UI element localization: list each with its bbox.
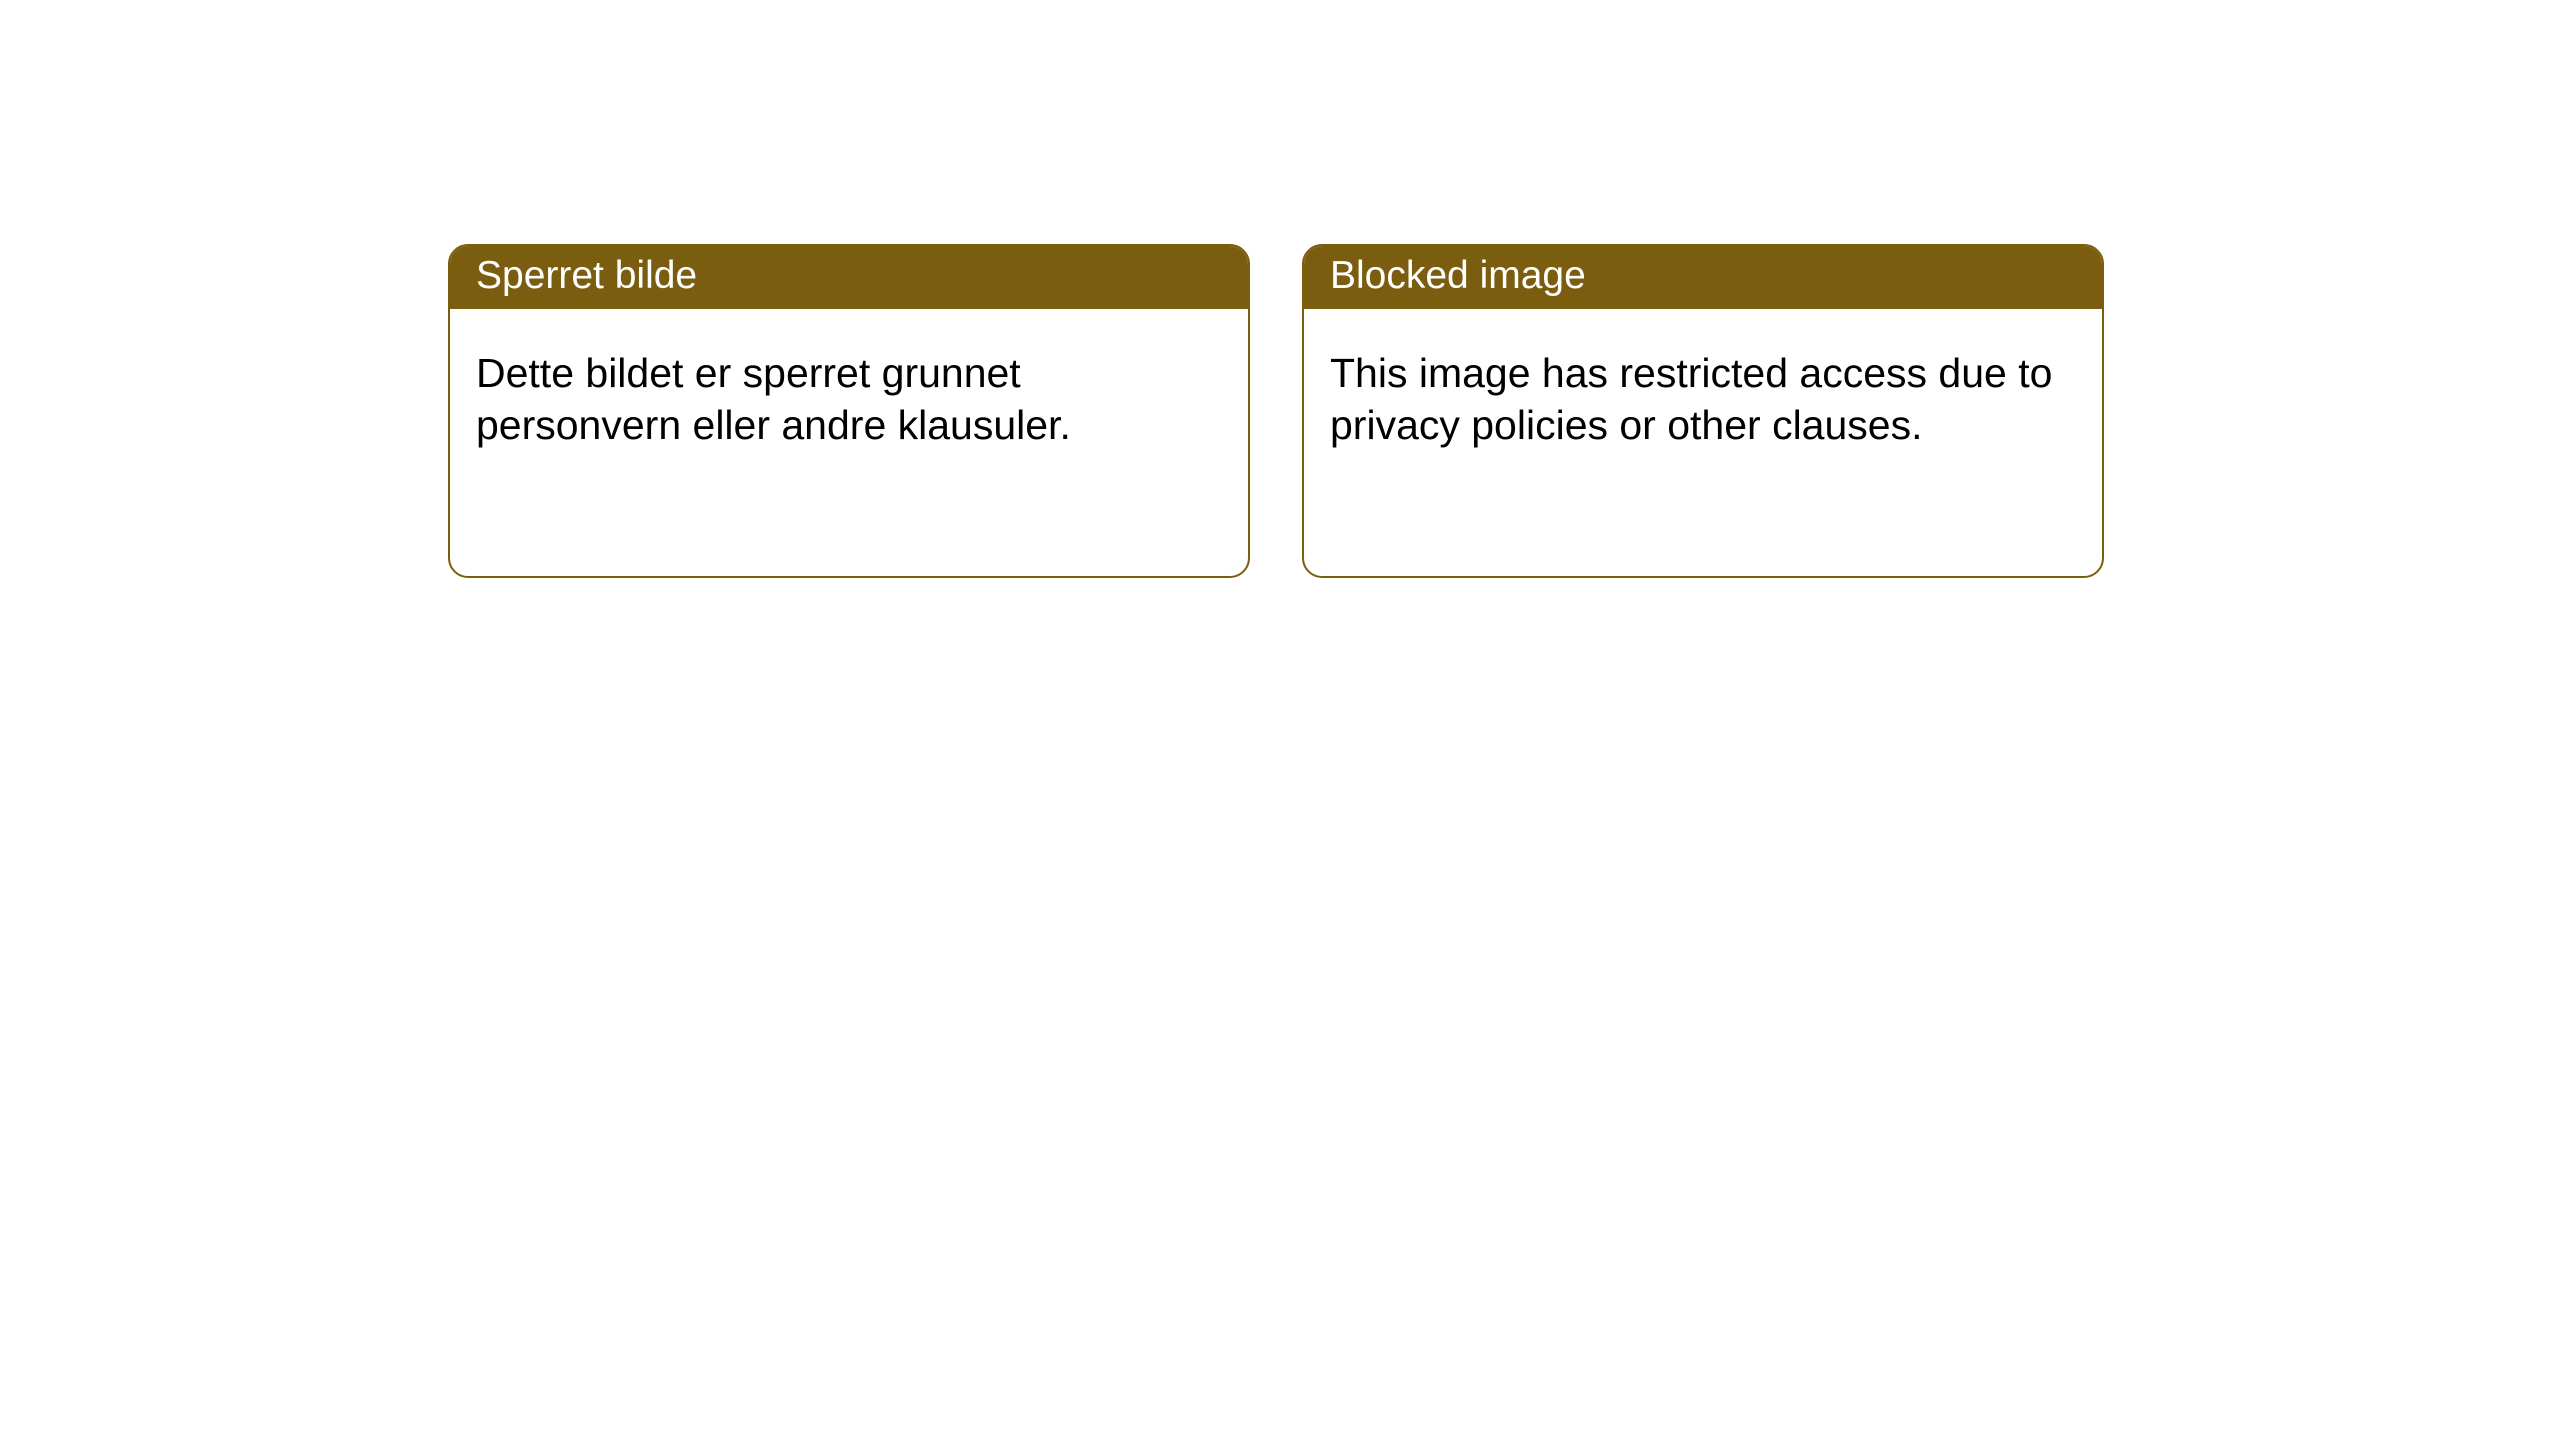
blocked-image-card-no: Sperret bilde Dette bildet er sperret gr… [448, 244, 1250, 578]
notice-container: Sperret bilde Dette bildet er sperret gr… [448, 244, 2104, 578]
card-header-en: Blocked image [1304, 246, 2102, 309]
blocked-image-card-en: Blocked image This image has restricted … [1302, 244, 2104, 578]
card-title-en: Blocked image [1330, 254, 1586, 297]
card-body-en: This image has restricted access due to … [1304, 309, 2102, 490]
card-body-no: Dette bildet er sperret grunnet personve… [450, 309, 1248, 490]
card-body-text-en: This image has restricted access due to … [1330, 350, 2052, 448]
card-body-text-no: Dette bildet er sperret grunnet personve… [476, 350, 1071, 448]
card-title-no: Sperret bilde [476, 254, 697, 297]
card-header-no: Sperret bilde [450, 246, 1248, 309]
